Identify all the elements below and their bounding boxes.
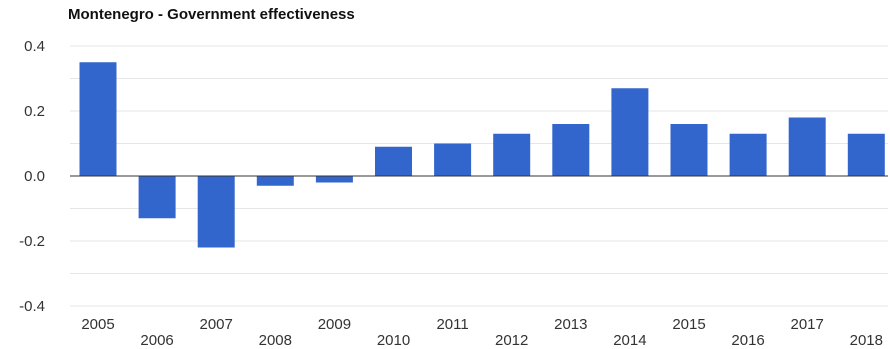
x-tick-label-2015: 2015 bbox=[672, 316, 705, 333]
y-axis-tick-labels: 0.4 0.2 0.0 -0.2 -0.4 bbox=[19, 38, 45, 315]
x-tick-label-2009: 2009 bbox=[318, 316, 351, 333]
x-tick-label-2016: 2016 bbox=[731, 332, 764, 349]
y-tick-label: 0.2 bbox=[24, 103, 45, 120]
y-tick-label: 0.4 bbox=[24, 38, 45, 55]
bar-2015 bbox=[670, 124, 708, 176]
x-tick-label-2006: 2006 bbox=[140, 332, 173, 349]
x-tick-label-2014: 2014 bbox=[613, 332, 646, 349]
bars bbox=[79, 62, 885, 248]
bar-2009 bbox=[315, 176, 353, 183]
bar-2007 bbox=[197, 176, 235, 248]
y-tick-label: -0.4 bbox=[19, 298, 45, 315]
bar-2011 bbox=[434, 143, 472, 176]
y-tick-label: 0.0 bbox=[24, 168, 45, 185]
bar-2008 bbox=[256, 176, 294, 186]
bar-2012 bbox=[493, 133, 531, 176]
x-tick-label-2017: 2017 bbox=[791, 316, 824, 333]
x-tick-label-2012: 2012 bbox=[495, 332, 528, 349]
bar-2014 bbox=[611, 88, 649, 176]
y-tick-label: -0.2 bbox=[19, 233, 45, 250]
bar-2013 bbox=[552, 124, 590, 176]
x-tick-label-2011: 2011 bbox=[436, 316, 468, 333]
bar-2006 bbox=[138, 176, 176, 219]
x-tick-label-2013: 2013 bbox=[554, 316, 587, 333]
bar-2010 bbox=[375, 146, 412, 176]
chart-title: Montenegro - Government effectiveness bbox=[68, 6, 355, 23]
bar-2017 bbox=[788, 117, 826, 176]
x-tick-label-2005: 2005 bbox=[81, 316, 114, 333]
x-tick-label-2018: 2018 bbox=[850, 332, 883, 349]
bar-2016 bbox=[729, 133, 767, 176]
bar-2005 bbox=[79, 62, 117, 176]
x-axis-tick-labels: 2005 2006 2007 2008 2009 2010 2011 2012 2013 2014… bbox=[81, 316, 883, 349]
x-tick-label-2007: 2007 bbox=[200, 316, 233, 333]
x-tick-label-2010: 2010 bbox=[377, 332, 410, 349]
x-tick-label-2008: 2008 bbox=[259, 332, 292, 349]
bar-2018 bbox=[847, 133, 885, 176]
